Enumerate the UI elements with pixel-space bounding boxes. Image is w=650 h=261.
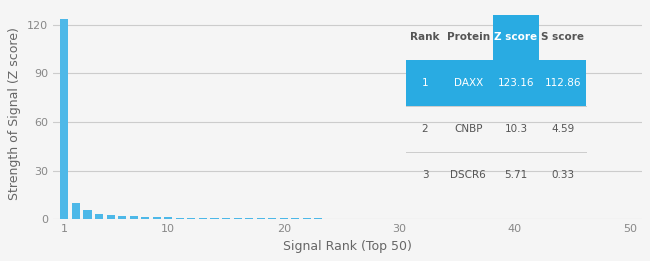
Bar	[280, 218, 288, 219]
Text: DAXX: DAXX	[454, 78, 483, 88]
Text: Protein: Protein	[447, 33, 490, 43]
Bar	[291, 218, 300, 219]
Bar	[72, 203, 80, 219]
Bar	[60, 19, 68, 219]
Text: 2: 2	[422, 124, 428, 134]
Bar	[315, 218, 322, 219]
Bar	[337, 218, 346, 219]
Y-axis label: Strength of Signal (Z score): Strength of Signal (Z score)	[8, 27, 21, 200]
Bar	[199, 218, 207, 219]
Bar	[187, 218, 196, 219]
Bar	[303, 218, 311, 219]
Text: 1: 1	[422, 78, 428, 88]
Bar	[349, 218, 357, 219]
Bar	[268, 218, 276, 219]
Text: S score: S score	[541, 33, 584, 43]
Text: DSCR6: DSCR6	[450, 170, 486, 180]
Text: 3: 3	[422, 170, 428, 180]
Bar	[129, 216, 138, 219]
Bar	[245, 218, 254, 219]
Bar	[233, 218, 242, 219]
Bar	[118, 216, 126, 219]
Text: 123.16: 123.16	[498, 78, 534, 88]
Text: 112.86: 112.86	[545, 78, 581, 88]
Text: 4.59: 4.59	[551, 124, 575, 134]
Text: Rank: Rank	[410, 33, 440, 43]
Bar	[83, 210, 92, 219]
Bar	[141, 217, 150, 219]
Bar	[153, 217, 161, 219]
Text: 5.71: 5.71	[504, 170, 528, 180]
Text: Z score: Z score	[495, 33, 538, 43]
Bar	[95, 213, 103, 219]
Text: 0.33: 0.33	[551, 170, 575, 180]
Text: CNBP: CNBP	[454, 124, 482, 134]
Bar	[326, 218, 334, 219]
Bar	[222, 218, 230, 219]
Bar	[164, 217, 172, 219]
X-axis label: Signal Rank (Top 50): Signal Rank (Top 50)	[283, 240, 411, 253]
Text: 10.3: 10.3	[504, 124, 528, 134]
Bar	[107, 215, 114, 219]
Bar	[211, 218, 218, 219]
Bar	[257, 218, 265, 219]
Bar	[176, 218, 184, 219]
